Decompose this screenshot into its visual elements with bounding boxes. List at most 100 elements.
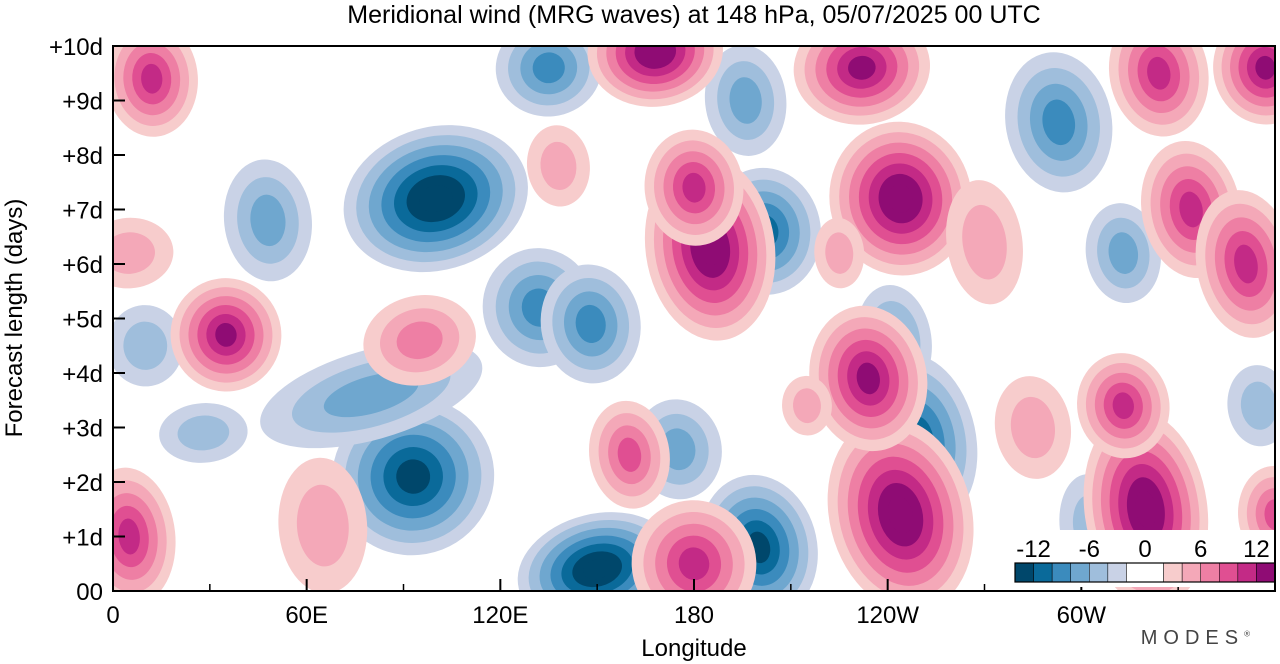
contour-level [296,484,349,567]
colorbar-swatch [1219,562,1239,583]
x-tick-label: 180 [674,602,714,629]
brand-label: MODES [1140,627,1245,649]
contour-blob [704,46,787,156]
x-tick-label: 120E [472,602,528,629]
colorbar-swatch [1200,562,1220,583]
contour-level [177,415,230,451]
contour-level [1240,381,1275,430]
contour-level [575,304,606,344]
colorbar-swatch [1126,562,1164,583]
x-tick-label: 60E [285,602,328,629]
contour-blob [793,46,931,125]
contour-level [678,547,710,581]
contour-blob [332,397,495,556]
contour-blob [159,403,248,463]
contour-level [825,232,854,274]
colorbar-swatch [1051,562,1071,583]
contour-blob [994,376,1072,479]
contour-blob [1085,203,1161,304]
contour-level [1234,244,1258,284]
contour-level [1147,56,1171,90]
contour-blob [113,46,198,137]
contour-blob [343,125,528,273]
colorbar-tick-label: 12 [1243,536,1270,563]
contour-blob [113,467,176,591]
contour-level [617,437,642,472]
contour-blob [814,217,865,289]
contour-level [583,559,612,580]
contour-blob [587,46,723,107]
contour-blob [782,375,832,436]
contour-level [848,55,876,80]
colorbar-tick-label: -12 [1016,536,1051,563]
contour-blob [588,400,670,509]
contour-level [396,459,431,494]
contour-blob [1195,190,1275,338]
colorbar-swatch [1256,562,1276,583]
colorbar-swatch [1107,562,1127,583]
contour-blob [829,121,972,276]
colorbar-tick-label: 0 [1138,536,1151,563]
contour-level [682,172,706,203]
y-tick-label: +10d [49,34,103,61]
brand-logo: MODES® [1141,627,1250,650]
y-tick-label: +4d [62,361,103,388]
contour-level [123,321,168,370]
contour-level [1108,232,1139,274]
contour-blob [495,46,602,117]
contour-blob [809,305,928,452]
contour-level [887,496,914,534]
contour-level [856,362,880,395]
contour-blob [223,159,312,282]
colorbar-swatch [1163,562,1183,583]
contour-level [1042,99,1076,146]
contour-blob [363,295,476,386]
colorbar-tick-label: 6 [1194,536,1207,563]
contour-blob [113,305,184,387]
x-tick-label: 60W [1057,602,1107,629]
colorbar-swatch [1181,562,1201,583]
contour-level [1112,392,1134,419]
contour-level [540,141,577,190]
contour-level [1010,396,1056,459]
contour-level [1135,490,1157,529]
contour-blob [644,129,744,246]
colorbar-swatch [1014,562,1034,583]
y-tick-label: +3d [62,416,103,443]
colorbar: -12 -6 0 6 12 [1007,530,1279,587]
contour-level [793,388,821,424]
colorbar-swatch [1033,562,1053,583]
y-tick-label: +9d [62,89,103,116]
x-axis-label: Longitude [641,635,746,662]
y-tick-label: +2d [62,470,103,497]
contour-blob [540,264,641,384]
contour-blob [526,125,590,207]
contour-level [118,518,140,555]
y-tick-label: 00 [76,579,103,606]
contour-blob [170,278,282,392]
colorbar-swatch [1070,562,1090,583]
y-tick-label: +7d [62,198,103,225]
contour-field [113,46,1275,591]
x-tick-label: 0 [106,602,119,629]
contour-blob [827,417,974,591]
contour-level [419,185,453,213]
y-axis-label: Forecast length (days) [1,199,28,438]
colorbar-swatch [1089,562,1109,583]
contour-blob [946,180,1023,305]
colorbar-tick-label: -6 [1079,536,1100,563]
contour-level [888,184,913,213]
contour-level [532,52,565,84]
x-tick-label: 120W [856,602,919,629]
colorbar-swatch [1237,562,1257,583]
y-tick-label: +5d [62,307,103,334]
contour-level [215,322,237,347]
contour-level [323,372,419,418]
contour-level [250,194,286,247]
contour-level [962,204,1007,280]
chart-title: Meridional wind (MRG waves) at 148 hPa, … [347,1,1040,29]
contour-level [1255,55,1275,80]
contour-blob [1108,46,1209,137]
contour-level [396,321,443,360]
contour-blob [1213,46,1275,125]
